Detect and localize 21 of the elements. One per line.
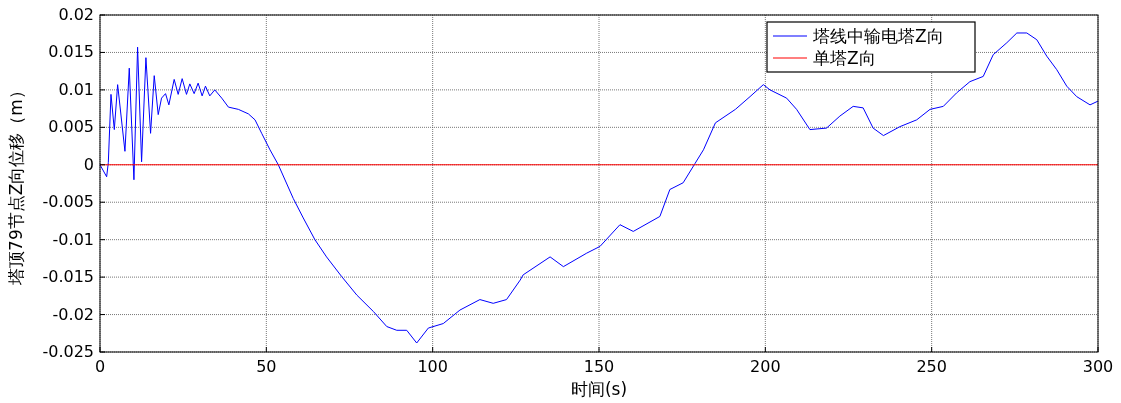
y-tick-label: 0.015 (48, 42, 94, 62)
x-tick-label: 200 (750, 357, 781, 376)
x-tick-label: 250 (916, 357, 947, 376)
y-tick-label: 0.005 (48, 117, 94, 137)
x-tick-label: 0 (94, 357, 106, 376)
x-axis-title: 时间(s) (570, 379, 628, 399)
x-tick-label: 300 (1082, 357, 1114, 376)
x-tick-label: 50 (256, 357, 277, 376)
y-tick-label: -0.025 (42, 342, 94, 361)
legend-label: 单塔Z向 (813, 48, 876, 68)
y-tick-label: -0.005 (42, 192, 94, 212)
y-tick-label: -0.015 (42, 267, 94, 287)
y-tick-label: 0.01 (58, 79, 94, 99)
y-tick-label: 0 (83, 154, 94, 174)
x-tick-label: 150 (583, 357, 615, 376)
y-tick-label: -0.02 (52, 304, 94, 324)
legend-label: 塔线中输电塔Z向 (812, 26, 944, 46)
y-tick-label: 0.02 (58, 5, 94, 24)
x-tick-label: 100 (417, 357, 448, 376)
y-tick-label: -0.01 (52, 229, 94, 249)
y-axis-title: 塔顶79节点Z向位移（m） (6, 82, 26, 286)
